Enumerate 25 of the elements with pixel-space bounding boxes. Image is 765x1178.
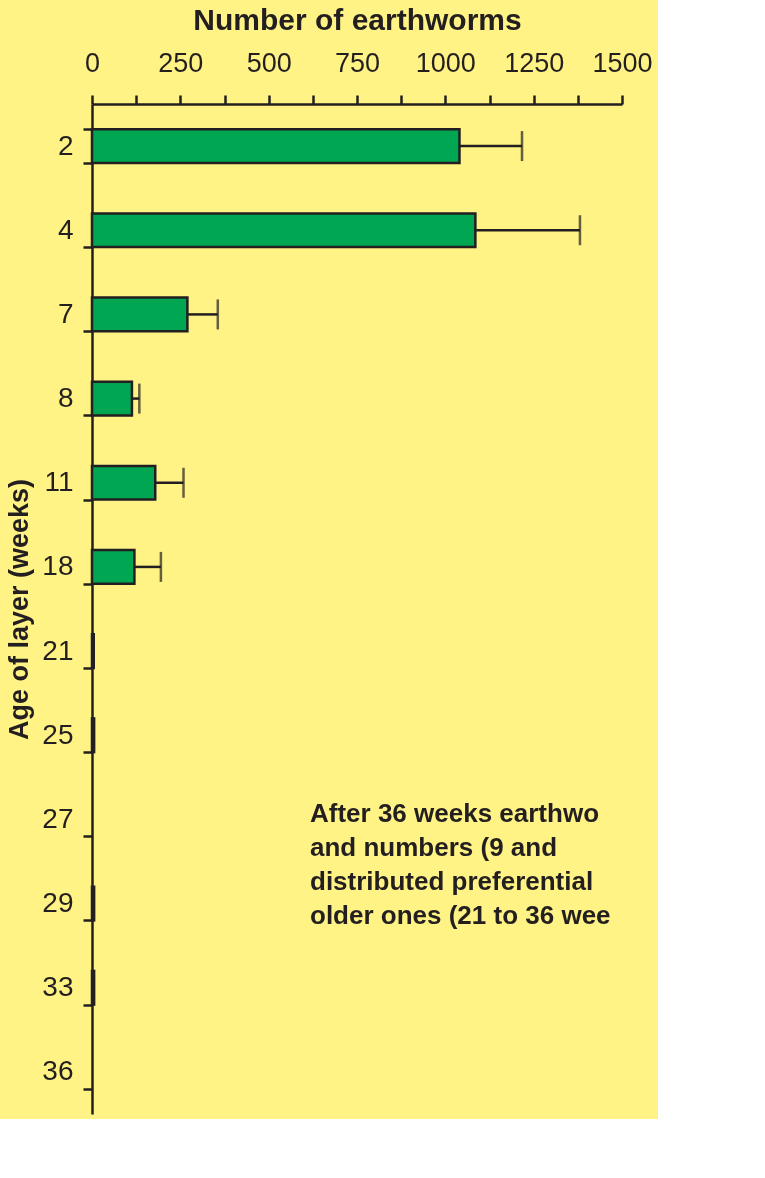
y-tick-label: 4 [57, 213, 74, 245]
y-tick-label: 25 [42, 718, 74, 750]
y-axis-title: Age of layer (weeks) [4, 478, 35, 741]
y-tick-label: 29 [42, 887, 74, 919]
y-tick-label: 8 [57, 382, 74, 414]
x-tick-label: 250 [158, 47, 204, 78]
y-tick-label: 33 [42, 971, 74, 1003]
x-axis-title: Number of earthworms [193, 2, 522, 36]
y-tick-label: 2 [57, 129, 74, 161]
x-tick-label: 500 [246, 47, 292, 78]
annotation: and numbers (9 and [310, 832, 558, 862]
y-tick-label: 36 [42, 1055, 74, 1087]
x-tick-label: 1250 [504, 47, 565, 78]
y-tick-label: 21 [42, 634, 74, 666]
annotation: After 36 weeks earthwo [310, 798, 600, 828]
x-tick-label: 1000 [415, 47, 476, 78]
x-tick-label: 0 [84, 47, 101, 78]
y-tick-label: 27 [42, 802, 74, 834]
annotation: distributed preferential [310, 866, 594, 896]
y-tick-label: 18 [42, 550, 74, 582]
annotation: older ones (21 to 36 wee [310, 900, 611, 930]
y-tick-label: 7 [57, 297, 74, 329]
y-tick-label: 11 [44, 466, 74, 498]
x-tick-label: 1500 [592, 47, 653, 78]
x-tick-label: 750 [334, 47, 381, 78]
